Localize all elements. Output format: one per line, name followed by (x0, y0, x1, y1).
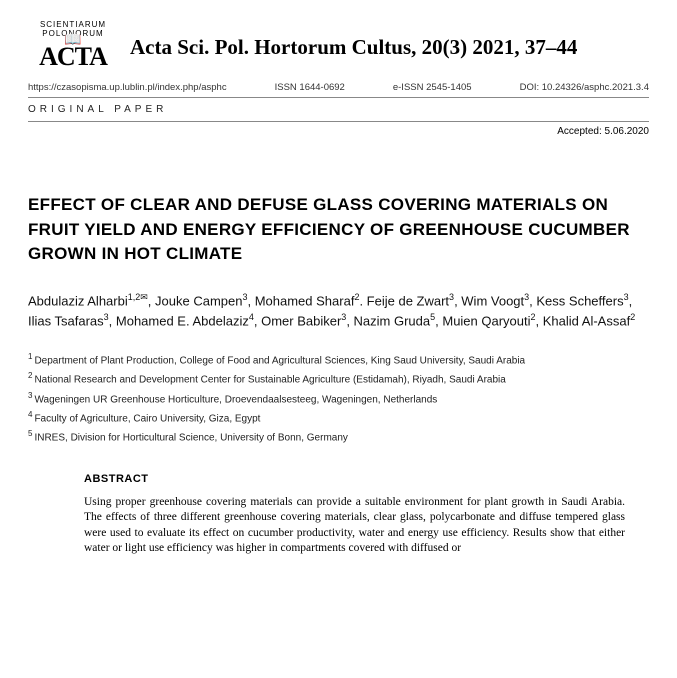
abstract-section: ABSTRACT Using proper greenhouse coverin… (28, 473, 649, 557)
author-list: Abdulaziz Alharbi1,2✉, Jouke Campen3, Mo… (28, 291, 649, 332)
journal-header: SCIENTIARUM POLONORUM 📖 ACTA Acta Sci. P… (28, 18, 649, 76)
acta-logo: SCIENTIARUM POLONORUM 📖 ACTA (28, 18, 118, 76)
affiliation-item: 4Faculty of Agriculture, Cairo Universit… (28, 408, 649, 427)
article-title: EFFECT OF CLEAR AND DEFUSE GLASS COVERIN… (28, 193, 649, 267)
affiliation-list: 1Department of Plant Production, College… (28, 350, 649, 447)
affiliation-item: 3Wageningen UR Greenhouse Horticulture, … (28, 389, 649, 408)
journal-issn: ISSN 1644-0692 (275, 82, 345, 93)
accepted-date: Accepted: 5.06.2020 (28, 126, 649, 137)
journal-title: Acta Sci. Pol. Hortorum Cultus, 20(3) 20… (130, 35, 577, 60)
affiliation-item: 1Department of Plant Production, College… (28, 350, 649, 369)
journal-eissn: e-ISSN 2545-1405 (393, 82, 472, 93)
abstract-heading: ABSTRACT (84, 473, 625, 485)
affiliation-item: 5INRES, Division for Horticultural Scien… (28, 427, 649, 446)
journal-url: https://czasopisma.up.lublin.pl/index.ph… (28, 82, 227, 93)
abstract-body: Using proper greenhouse covering materia… (84, 495, 625, 557)
logo-main-text: ACTA (39, 42, 107, 72)
affiliation-item: 2National Research and Development Cente… (28, 369, 649, 388)
journal-doi: DOI: 10.24326/asphc.2021.3.4 (520, 82, 649, 93)
paper-type-label: ORIGINAL PAPER (28, 104, 649, 122)
journal-meta-row: https://czasopisma.up.lublin.pl/index.ph… (28, 82, 649, 98)
